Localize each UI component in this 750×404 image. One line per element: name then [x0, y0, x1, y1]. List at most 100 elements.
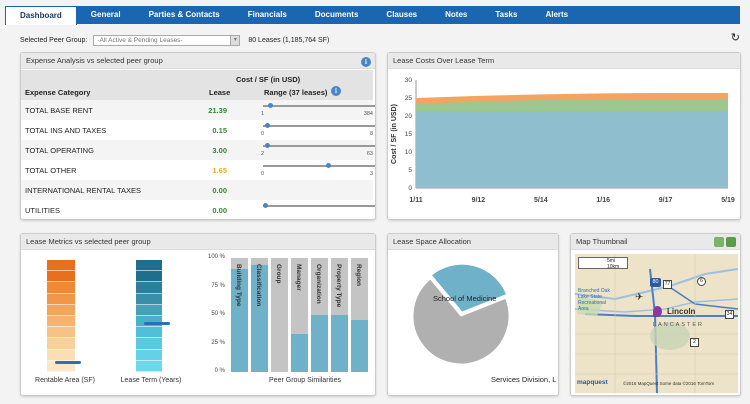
range-min: 2	[261, 151, 265, 157]
tab-general[interactable]: General	[90, 10, 121, 19]
map-panel: Map Thumbnail 5mi 10km Branched Oak Lake…	[570, 233, 741, 396]
bar-segment	[47, 293, 75, 305]
bar-segment	[136, 349, 162, 361]
y-tick-label: 15	[405, 131, 413, 138]
tab-tasks[interactable]: Tasks	[495, 10, 518, 19]
expense-value: 1.65	[212, 166, 227, 175]
similarity-bar: Manager	[291, 258, 308, 372]
similarity-label: Building Type	[235, 264, 242, 307]
peer-similarities-chart: 100 % 75 % 50 % 25 % 0 % Building Type Classif…	[205, 254, 375, 396]
map-view-icon[interactable]	[714, 237, 724, 247]
pie-slice[interactable]	[412, 278, 510, 365]
bar-segment	[47, 338, 75, 350]
bar-segment	[47, 316, 75, 328]
range-slider-track	[263, 163, 375, 168]
lake-label: Branched Oak Lake State Recreational Are…	[578, 288, 610, 312]
satellite-view-icon[interactable]	[726, 237, 736, 247]
similarity-bar: Region	[351, 258, 368, 372]
range-slider-track	[263, 123, 375, 128]
bar-segment	[47, 260, 75, 272]
similarity-label: Group	[275, 264, 282, 284]
peer-group-select[interactable]: -All Active & Pending Leases- ▾	[93, 34, 241, 46]
bar-segment	[136, 260, 162, 272]
tab-parties-contacts[interactable]: Parties & Contacts	[148, 10, 220, 19]
y-axis-label: Cost / SF (in USD)	[391, 104, 398, 164]
y-tick-label: 20	[405, 113, 413, 120]
rentable-area-marker	[55, 360, 81, 364]
pie-slice[interactable]	[430, 263, 508, 313]
bar-segment	[136, 282, 162, 294]
tab-alerts[interactable]: Alerts	[545, 10, 569, 19]
peer-group-label: Selected Peer Group:	[20, 36, 88, 44]
refresh-icon[interactable]: ↻	[730, 32, 740, 44]
lease-term-label: Lease Term (Years)	[120, 377, 182, 384]
expense-value: 3.00	[212, 146, 227, 155]
tab-clauses[interactable]: Clauses	[386, 10, 418, 19]
tab-dashboard[interactable]: Dashboard	[5, 6, 77, 25]
range-slider-track	[263, 203, 375, 208]
location-pin-icon	[653, 306, 662, 317]
range-max: 8	[369, 131, 373, 137]
y-tick-label: 5	[408, 167, 412, 174]
route-shield-icon: 80	[650, 278, 661, 287]
bar-segment	[136, 327, 162, 339]
similarity-y-tick: 100 %	[207, 254, 225, 260]
route-shield-icon: 77	[663, 280, 672, 289]
similarity-fill	[231, 269, 248, 372]
similarity-fill	[351, 319, 368, 372]
map-thumbnail[interactable]: 5mi 10km Branched Oak Lake State Recreat…	[575, 254, 738, 393]
bar-segment	[136, 360, 162, 372]
range-max: 63	[366, 151, 373, 157]
expense-row: Total Ins and Taxes 0.15 0 8	[21, 120, 375, 140]
range-marker	[326, 163, 332, 168]
similarity-y-tick: 50 %	[211, 311, 225, 317]
similarity-bar: Organization	[311, 258, 328, 372]
expense-category: Total Other	[25, 166, 77, 175]
range-min: 0	[261, 131, 265, 137]
expense-analysis-panel: Expense Analysis vs selected peer group …	[20, 52, 376, 220]
info-icon[interactable]: i	[331, 86, 341, 96]
tab-documents[interactable]: Documents	[314, 10, 359, 19]
range-marker	[265, 123, 271, 128]
lease-costs-chart: 30 25 20 15 10 5 0 1/11 9/12 5/14 1/16 9/17 5/19 Cost…	[388, 70, 740, 219]
expense-category: International Rental Taxes	[25, 186, 141, 195]
rentable-area-label: Rentable Area (SF)	[35, 377, 95, 384]
range-max: 3	[369, 171, 373, 177]
range-marker	[267, 103, 273, 108]
route-shield-icon: 6	[697, 277, 706, 286]
similarity-fill	[291, 334, 308, 372]
space-allocation-panel: Lease Space Allocation School of Medicin…	[387, 233, 559, 396]
bar-segment	[136, 338, 162, 350]
tab-notes[interactable]: Notes	[445, 10, 468, 19]
map-roads	[575, 254, 738, 393]
panel-title: Expense Analysis vs selected peer group	[21, 53, 375, 69]
x-tick-label: 9/12	[472, 197, 486, 204]
bar-segment	[47, 349, 75, 361]
bar-segment	[47, 304, 75, 316]
similarity-bar: Group	[271, 258, 288, 372]
similarity-bar: Classification	[251, 258, 268, 372]
panel-title: Lease Costs Over Lease Term	[388, 53, 740, 69]
x-tick-label: 1/16	[596, 197, 610, 204]
tab-financials[interactable]: Financials	[247, 10, 287, 19]
info-icon[interactable]: i	[361, 57, 371, 67]
lease-count: 80 Leases (1,185,764 SF)	[248, 36, 330, 44]
similarity-label: Property Type	[335, 264, 342, 308]
bar-segment	[47, 327, 75, 339]
area-chart-svg: 30 25 20 15 10 5 0 1/11 9/12 5/14 1/16 9/17 5/19 Cost…	[391, 77, 735, 204]
x-tick-label: 1/11	[409, 197, 422, 204]
map-scale: 5mi 10km	[578, 257, 628, 270]
city-label: Lincoln	[667, 307, 696, 316]
bar-segment	[47, 271, 75, 283]
expense-row: International Rental Taxes 0.00	[21, 180, 373, 200]
expense-category: Total Ins and Taxes	[25, 126, 107, 135]
similarity-fill	[331, 315, 348, 372]
similarity-label: Classification	[255, 264, 262, 307]
similarity-label: Region	[355, 264, 362, 287]
pie-label: Services Division, L	[491, 375, 556, 384]
bar-segment	[136, 293, 162, 305]
expense-category: Total Operating	[25, 146, 94, 155]
expense-row: Total Other 1.65 0 3	[21, 160, 375, 180]
expense-value: 0.00	[212, 186, 227, 195]
panel-title: Map Thumbnail	[571, 234, 740, 250]
